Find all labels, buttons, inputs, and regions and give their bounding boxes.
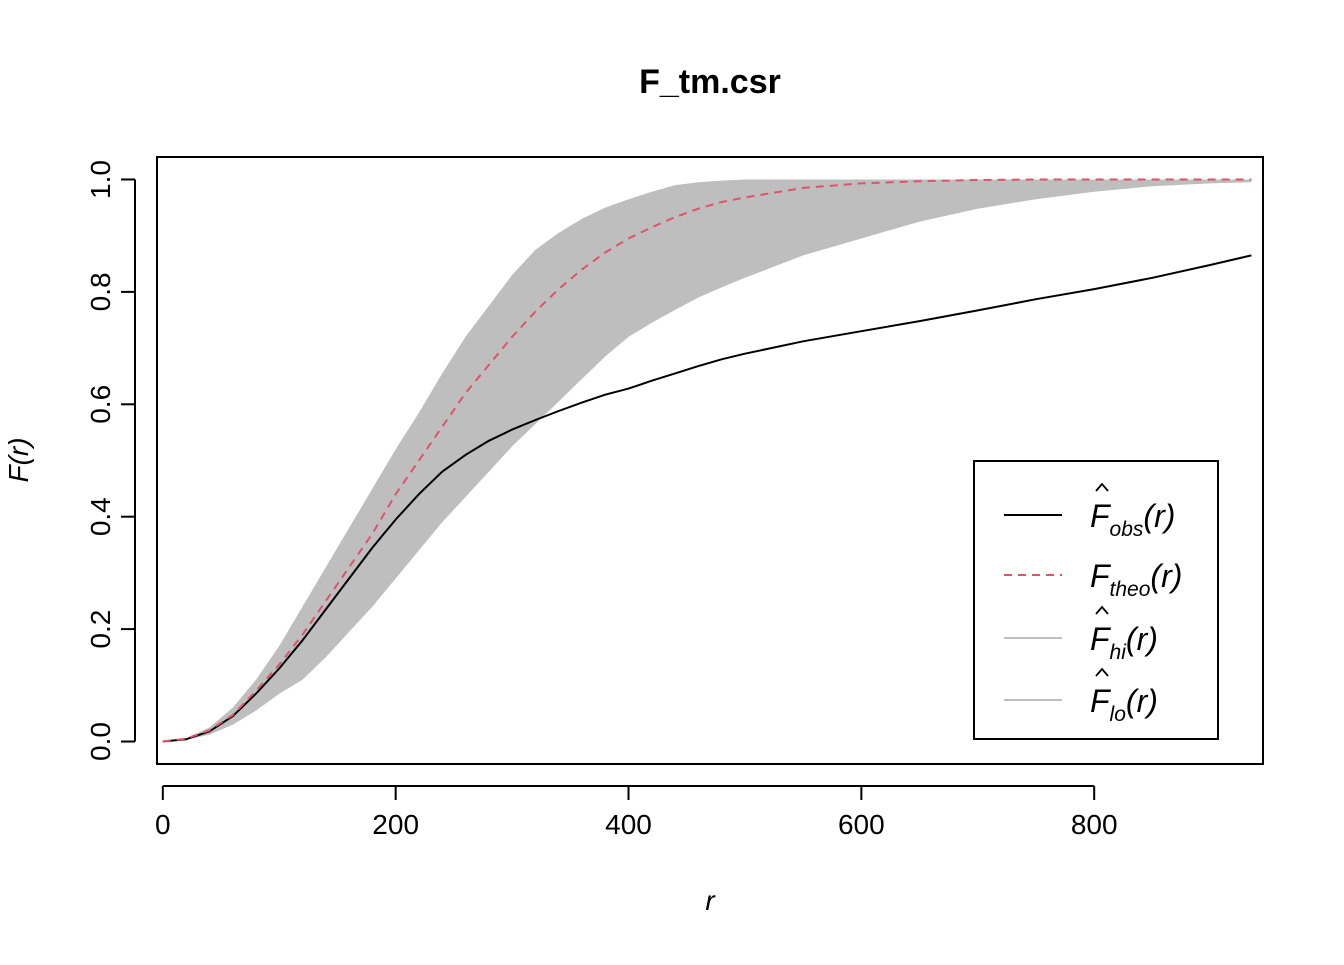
hat-accent: [1095, 667, 1109, 677]
chart-title: F_tm.csr: [639, 63, 781, 101]
legend-item-lo: Flo(r): [1004, 667, 1158, 726]
y-axis-label: F(r): [3, 437, 34, 482]
y-tick-label: 0.8: [85, 272, 116, 311]
x-tick-label: 200: [372, 809, 419, 840]
x-tick-label: 800: [1071, 809, 1118, 840]
legend-label: Fhi(r): [1090, 621, 1158, 664]
y-axis: 0.0 0.2 0.4 0.6 0.8 1.0: [85, 160, 136, 761]
x-axis: 0 200 400 600 800: [155, 785, 1118, 840]
legend-item-hi: Fhi(r): [1004, 605, 1158, 664]
x-tick-label: 400: [605, 809, 652, 840]
legend-label: Ftheo(r): [1090, 558, 1182, 601]
y-tick-label: 0.6: [85, 385, 116, 424]
x-axis-label: r: [705, 885, 716, 916]
x-tick-label: 600: [838, 809, 885, 840]
envelope-layer: [162, 179, 1252, 742]
y-tick-label: 0.4: [85, 497, 116, 536]
x-tick-label: 0: [155, 809, 171, 840]
legend: Fobs(r) Ftheo(r) Fhi(r) Flo(r): [973, 460, 1219, 740]
legend-item-obs: Fobs(r): [1004, 482, 1175, 541]
legend-label: Flo(r): [1090, 683, 1158, 726]
hat-accent: [1095, 482, 1109, 492]
y-tick-label: 0.2: [85, 610, 116, 649]
plot-frame: [156, 156, 1264, 765]
y-tick-label: 1.0: [85, 160, 116, 199]
series-line-theo: [162, 178, 1252, 743]
legend-box: [973, 460, 1219, 740]
series-line-obs: [162, 254, 1252, 743]
envelope-band: [162, 179, 1252, 742]
legend-item-theo: Ftheo(r): [1004, 558, 1182, 601]
hat-accent: [1095, 605, 1109, 615]
y-tick-label: 0.0: [85, 722, 116, 761]
legend-label: Fobs(r): [1090, 498, 1175, 541]
series-layer: [162, 178, 1252, 743]
